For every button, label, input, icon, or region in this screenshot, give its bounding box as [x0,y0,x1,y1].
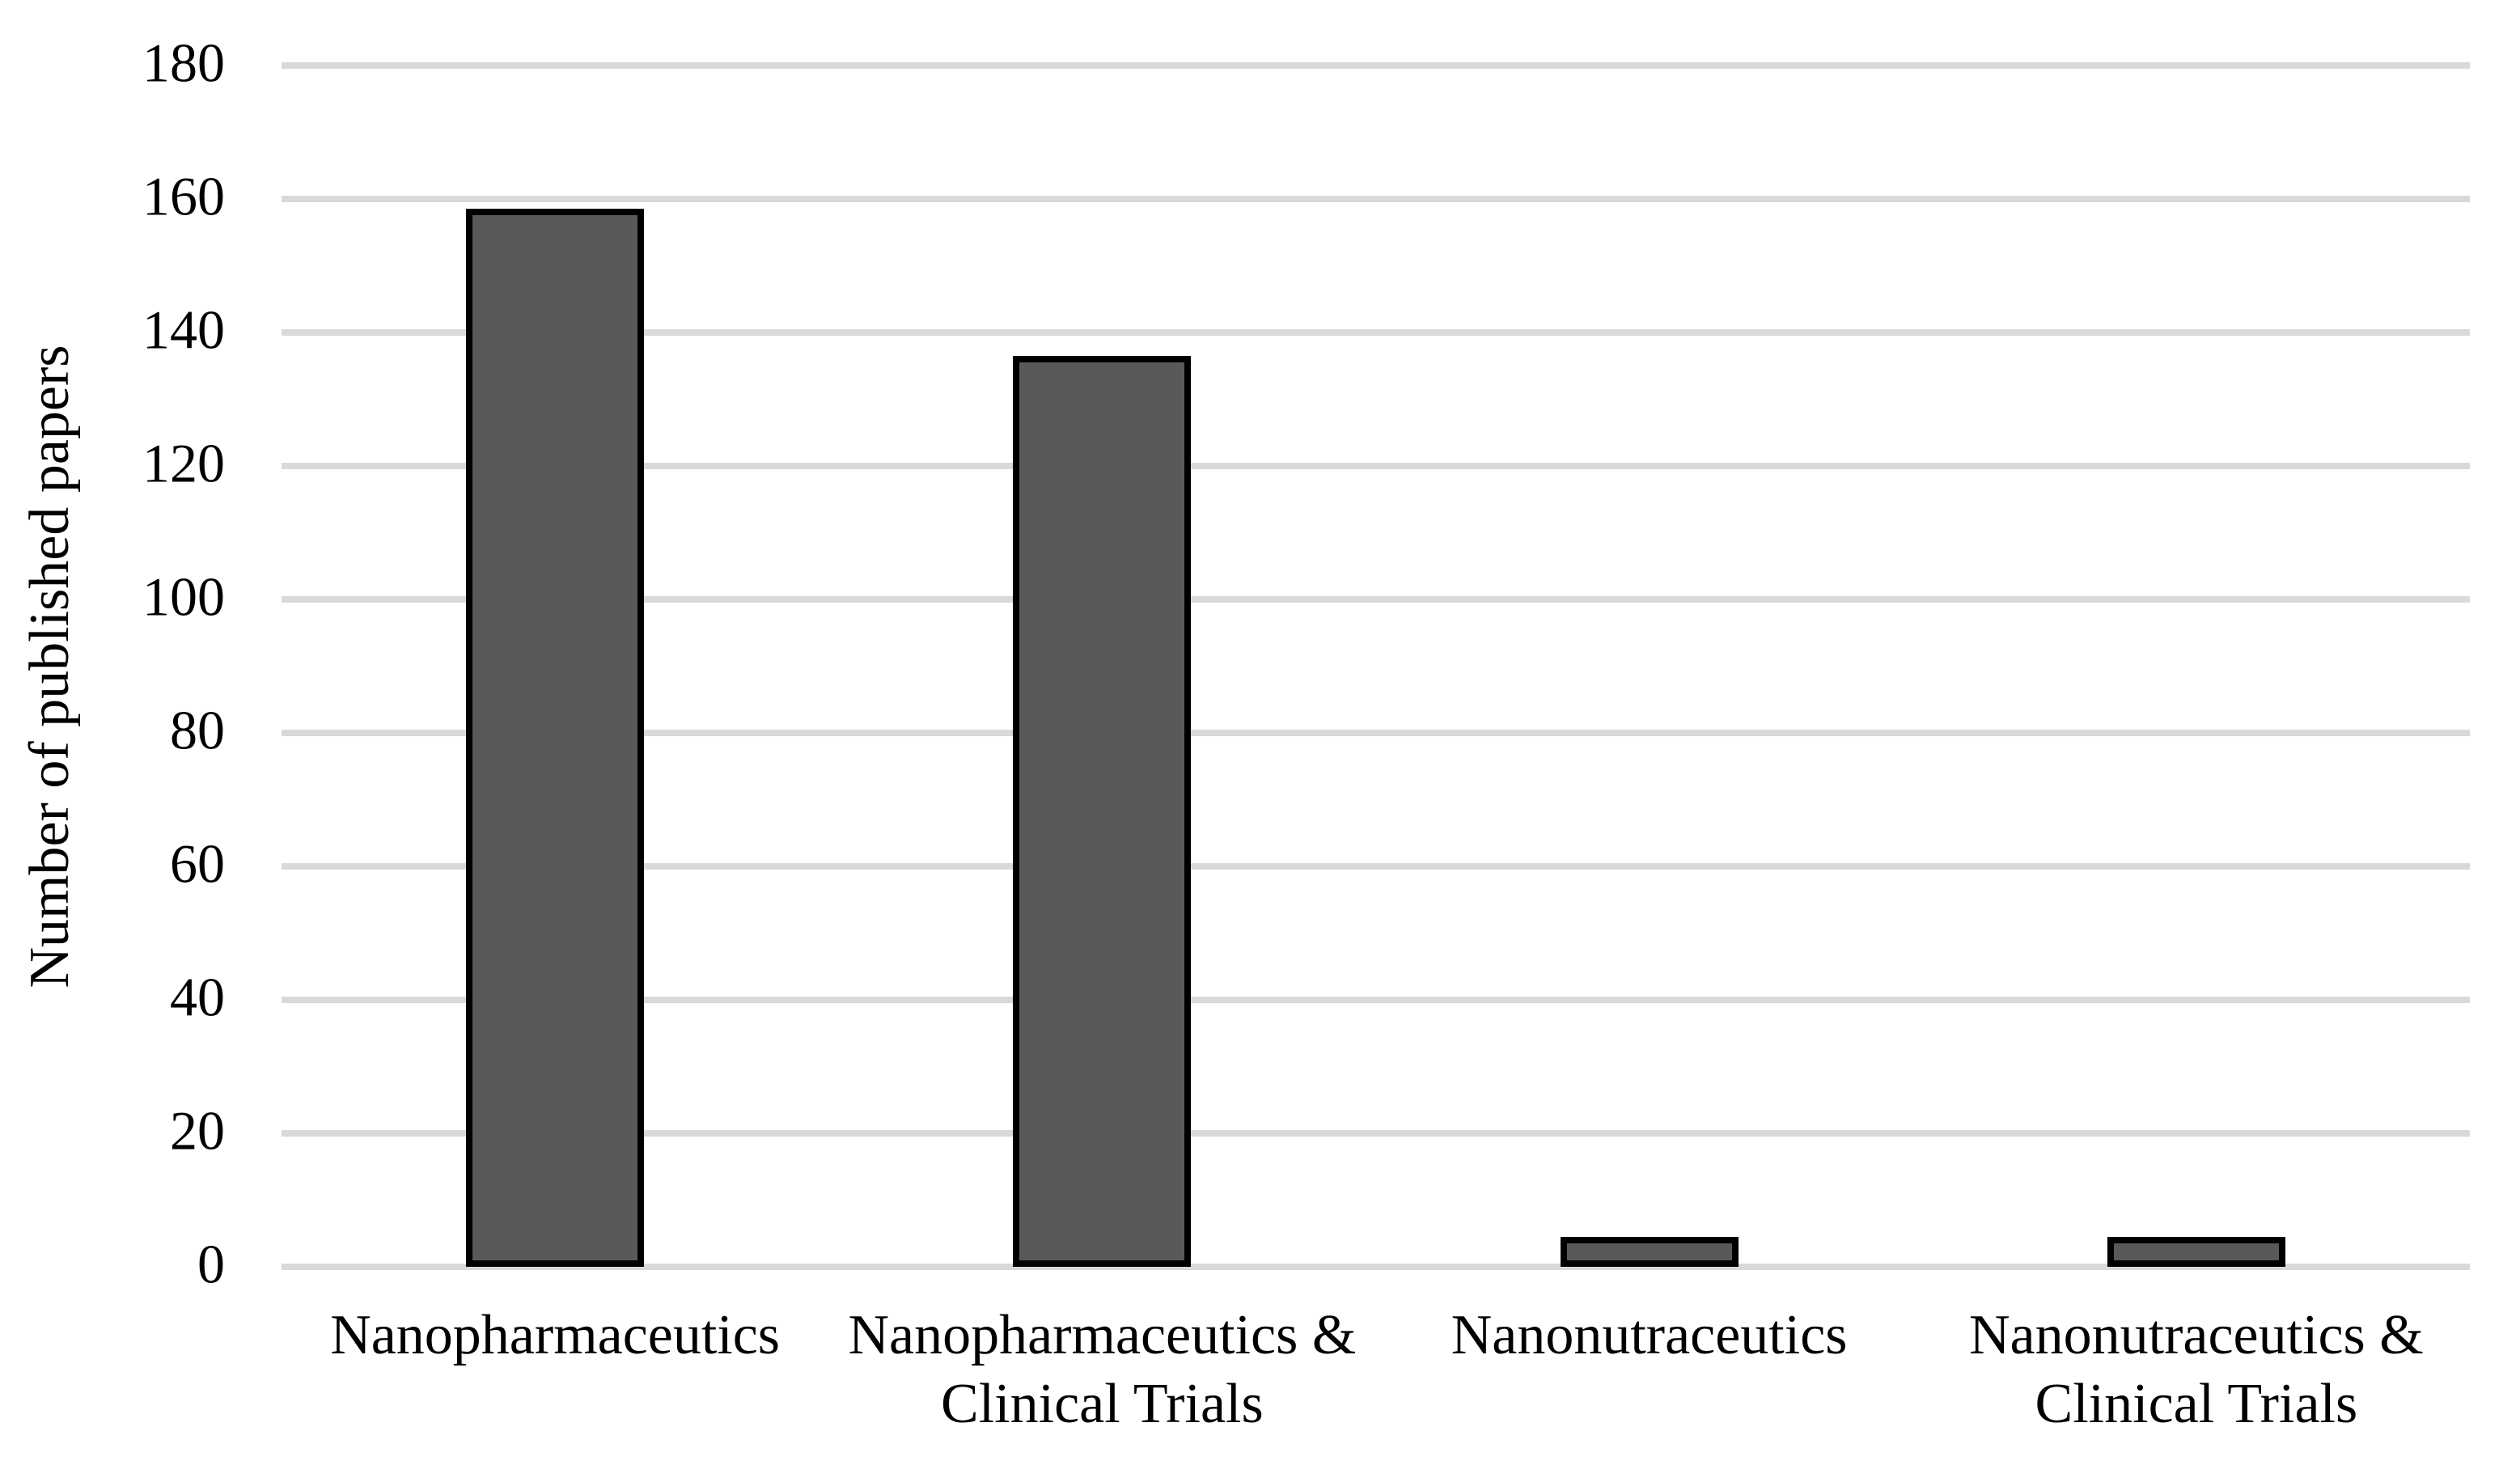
y-tick-label-20: 20 [170,1099,225,1162]
bar-3 [1560,1237,1739,1267]
gridline-y-60 [282,863,2470,870]
gridline-y-120 [282,463,2470,469]
bar-1 [466,209,645,1267]
x-category-label-3: Nanonutraceutics [1451,1304,1848,1366]
y-tick-label-100: 100 [142,565,225,628]
y-tick-label-180: 180 [142,32,225,94]
gridline-y-180 [282,62,2470,69]
y-tick-label-0: 0 [197,1233,225,1295]
gridline-y-140 [282,329,2470,336]
bar-4 [2107,1237,2285,1267]
gridline-y-20 [282,1130,2470,1137]
gridline-y-80 [282,730,2470,736]
bar-2 [1013,356,1192,1267]
x-axis-line [282,1264,2470,1270]
y-tick-label-120: 120 [142,432,225,494]
gridline-y-40 [282,997,2470,1003]
y-tick-label-80: 80 [170,699,225,761]
y-tick-label-60: 60 [170,832,225,895]
x-category-label-2: Nanopharmaceutics & Clinical Trials [848,1304,1357,1436]
x-category-label-4: Nanonutraceutics & Clinical Trials [1969,1304,2424,1436]
y-tick-label-140: 140 [142,299,225,361]
x-category-label-1: Nanopharmaceutics [330,1304,781,1366]
gridline-y-160 [282,196,2470,202]
y-tick-label-160: 160 [142,165,225,227]
gridline-y-100 [282,596,2470,603]
y-tick-label-40: 40 [170,966,225,1028]
y-axis-title: Number of published papers [19,345,81,989]
